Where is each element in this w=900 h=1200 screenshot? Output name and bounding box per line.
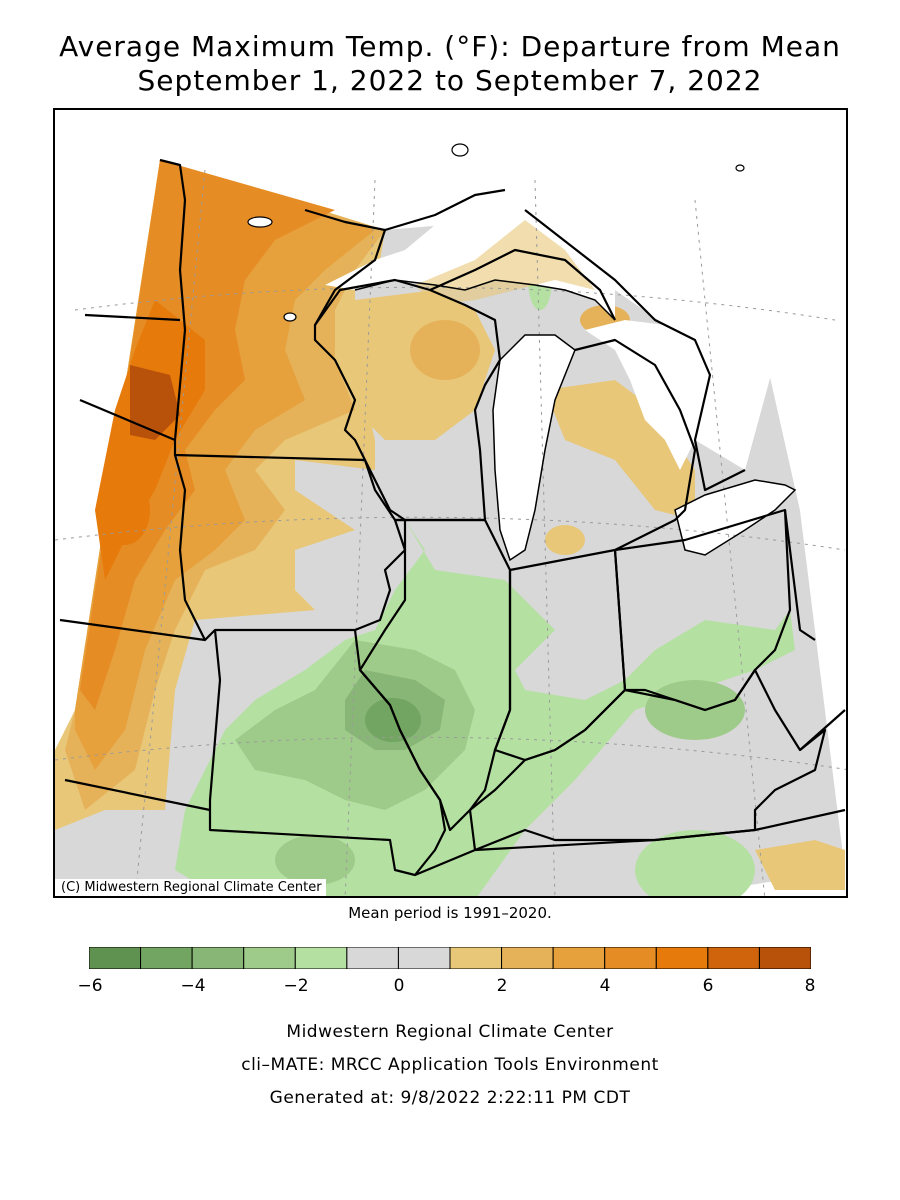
cool-region-4 bbox=[365, 698, 421, 742]
cool-region-5 bbox=[275, 835, 355, 885]
map-panel: (C) Midwestern Regional Climate Center bbox=[53, 108, 848, 898]
warm-region-6 bbox=[130, 365, 180, 440]
warm-region-4 bbox=[80, 160, 335, 710]
legend-tick-label: 4 bbox=[599, 976, 611, 996]
mean-period-note: Mean period is 1991–2020. bbox=[348, 904, 552, 922]
cool-region-1 bbox=[175, 520, 795, 896]
legend-swatch bbox=[294, 947, 348, 969]
map-date-range: September 1, 2022 to September 7, 2022 bbox=[137, 64, 763, 97]
legend-swatch bbox=[552, 947, 606, 969]
legend-swatch bbox=[140, 947, 193, 969]
lake-huron bbox=[585, 320, 715, 470]
legend-swatch bbox=[604, 947, 657, 969]
map-title: Average Maximum Temp. (°F): Departure fr… bbox=[59, 30, 841, 63]
footer-generated: Generated at: 9/8/2022 2:22:11 PM CDT bbox=[269, 1088, 631, 1108]
graticule bbox=[55, 169, 846, 896]
legend-swatch bbox=[655, 947, 709, 969]
legend-tick-label: −4 bbox=[180, 976, 206, 996]
footer-tool: cli–MATE: MRCC Application Tools Environ… bbox=[241, 1055, 659, 1075]
legend-swatch bbox=[707, 947, 760, 969]
cool-region-6 bbox=[645, 680, 745, 740]
lake-michigan bbox=[493, 335, 575, 560]
warm-region-13 bbox=[755, 840, 845, 890]
legend-swatch bbox=[449, 947, 503, 969]
legend-swatch bbox=[191, 947, 245, 969]
legend-swatch bbox=[89, 947, 142, 969]
legend-tick-label: 2 bbox=[496, 976, 508, 996]
ontario-land bbox=[515, 160, 775, 470]
legend-swatch bbox=[397, 947, 451, 969]
warm-region-11 bbox=[545, 525, 585, 555]
upper-michigan bbox=[415, 220, 595, 305]
legend-swatch bbox=[758, 947, 811, 969]
lake-erie bbox=[675, 480, 795, 555]
legend-tick-label: 8 bbox=[804, 976, 816, 996]
legend-tick-label: −6 bbox=[77, 976, 103, 996]
legend-tick-label: −2 bbox=[283, 976, 309, 996]
cool-region-7 bbox=[635, 830, 755, 896]
legend-swatch bbox=[346, 947, 399, 969]
lake-outlines bbox=[354, 279, 797, 562]
legend-swatch bbox=[243, 947, 296, 969]
legend-swatch bbox=[501, 947, 554, 969]
copyright-label: (C) Midwestern Regional Climate Center bbox=[55, 879, 326, 896]
islands bbox=[247, 143, 745, 322]
warm-region-7 bbox=[100, 475, 150, 545]
departure-map bbox=[55, 110, 846, 896]
warm-region-9 bbox=[410, 320, 480, 380]
map-outside-east bbox=[755, 110, 846, 870]
footer-organization: Midwestern Regional Climate Center bbox=[286, 1022, 614, 1042]
legend-bar bbox=[89, 947, 811, 969]
color-legend bbox=[89, 947, 811, 969]
legend-tick-label: 0 bbox=[393, 976, 405, 996]
legend-tick-label: 6 bbox=[702, 976, 714, 996]
